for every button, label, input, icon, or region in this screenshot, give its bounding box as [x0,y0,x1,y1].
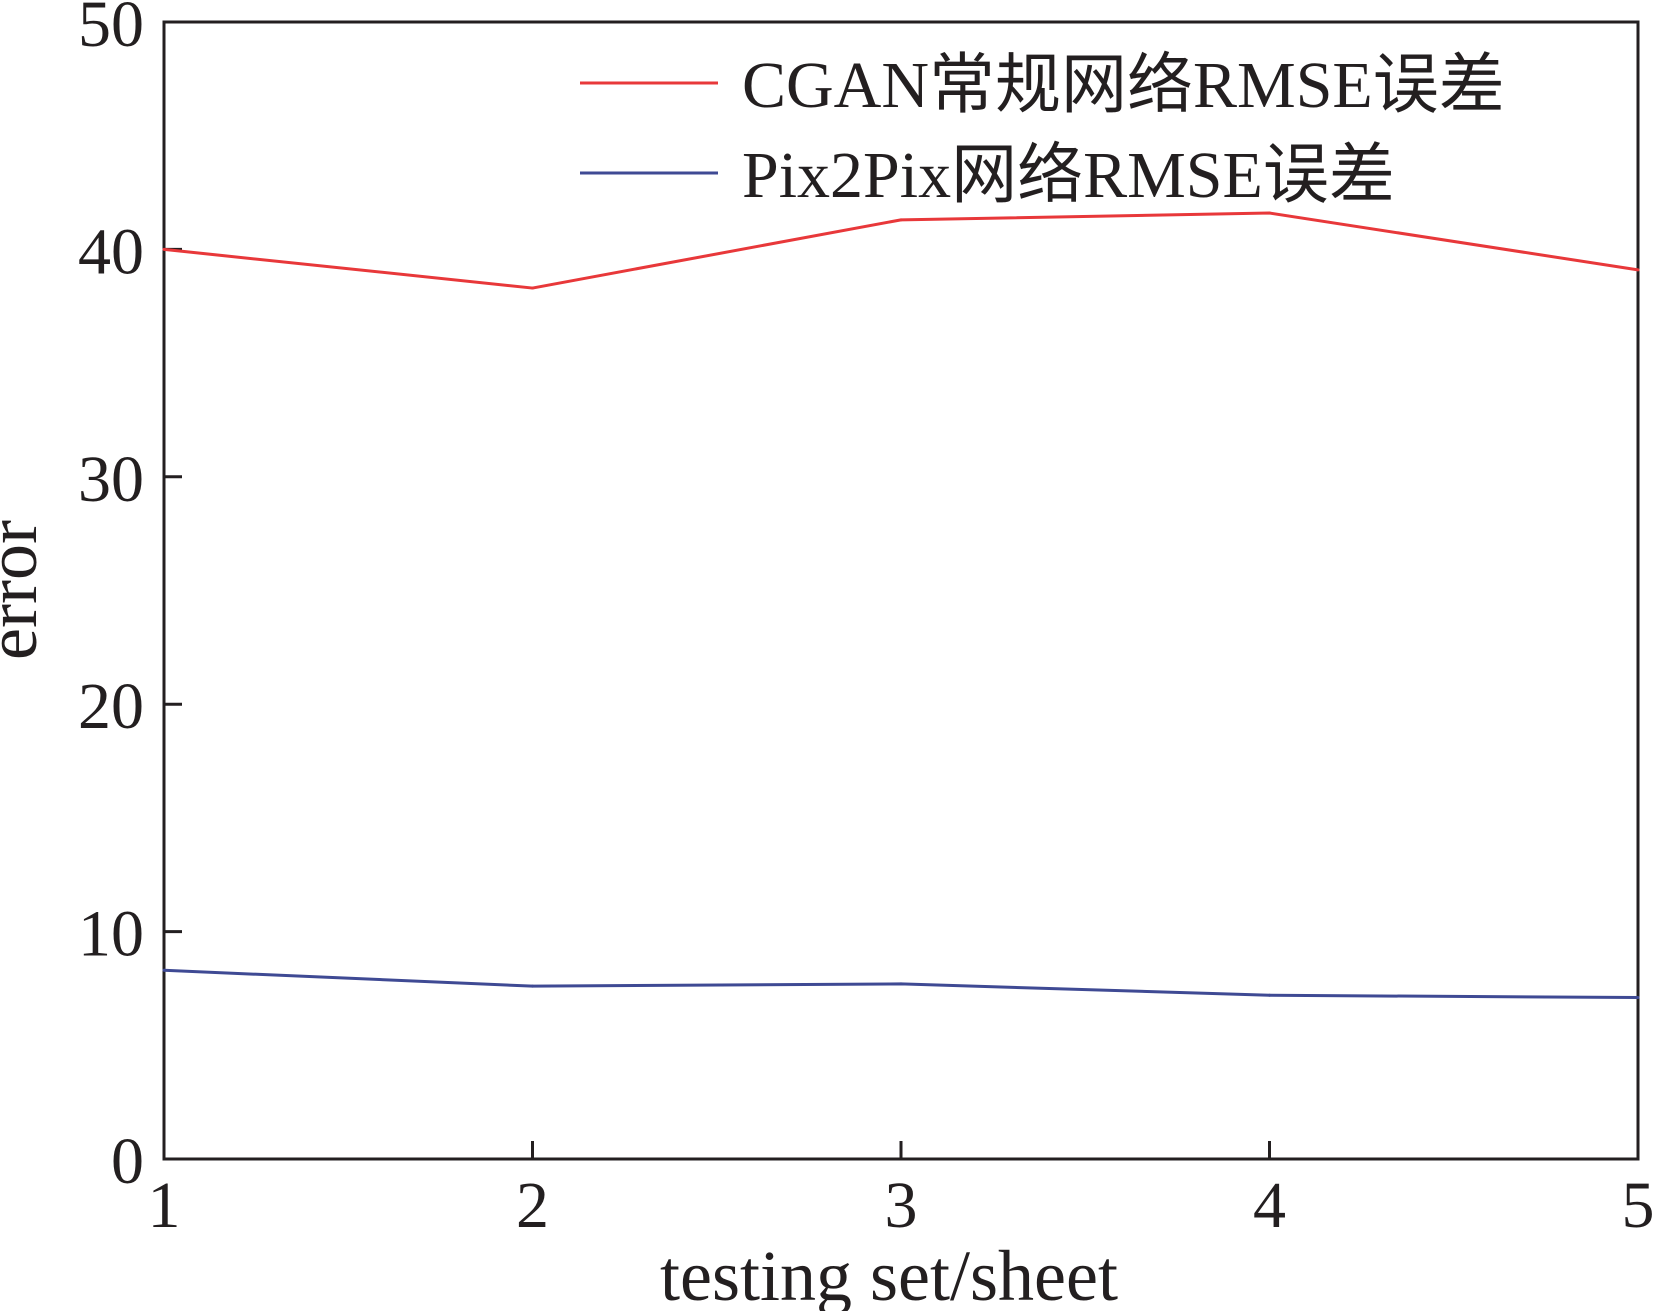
y-tick-label: 10 [78,898,144,971]
data-point [899,982,903,986]
y-tick-label: 30 [78,443,144,516]
x-tick-label: 5 [1622,1169,1654,1242]
y-axis-title: error [0,520,52,660]
data-point [899,218,903,222]
y-tick-label: 0 [111,1125,144,1198]
legend: CGAN常规网络RMSE误差 Pix2Pix网络RMSE误差 [580,49,1505,212]
data-point [1636,996,1640,1000]
data-point [1268,993,1271,997]
x-tick-label: 2 [516,1169,549,1242]
x-axis-ticks: 1 2 3 4 5 [148,1141,1654,1242]
y-axis-ticks: 0 10 20 30 40 50 [78,0,182,1198]
x-axis-title: testing set/sheet [660,1236,1118,1311]
x-tick-label: 4 [1253,1169,1286,1242]
data-point [1636,268,1640,272]
data-point [531,286,534,290]
x-tick-label: 3 [885,1169,918,1242]
legend-label-cgan: CGAN常规网络RMSE误差 [742,49,1505,122]
series-layer [162,211,1640,1000]
data-point [162,968,166,972]
legend-label-pix2pix: Pix2Pix网络RMSE误差 [742,139,1395,212]
x-tick-label: 1 [148,1169,181,1242]
y-tick-label: 20 [78,670,144,743]
data-point [162,247,166,251]
data-point [1268,211,1271,215]
data-point [531,984,534,988]
series-line-cgan [163,211,1639,290]
y-tick-label: 40 [78,215,144,288]
y-tick-label: 50 [78,0,144,61]
